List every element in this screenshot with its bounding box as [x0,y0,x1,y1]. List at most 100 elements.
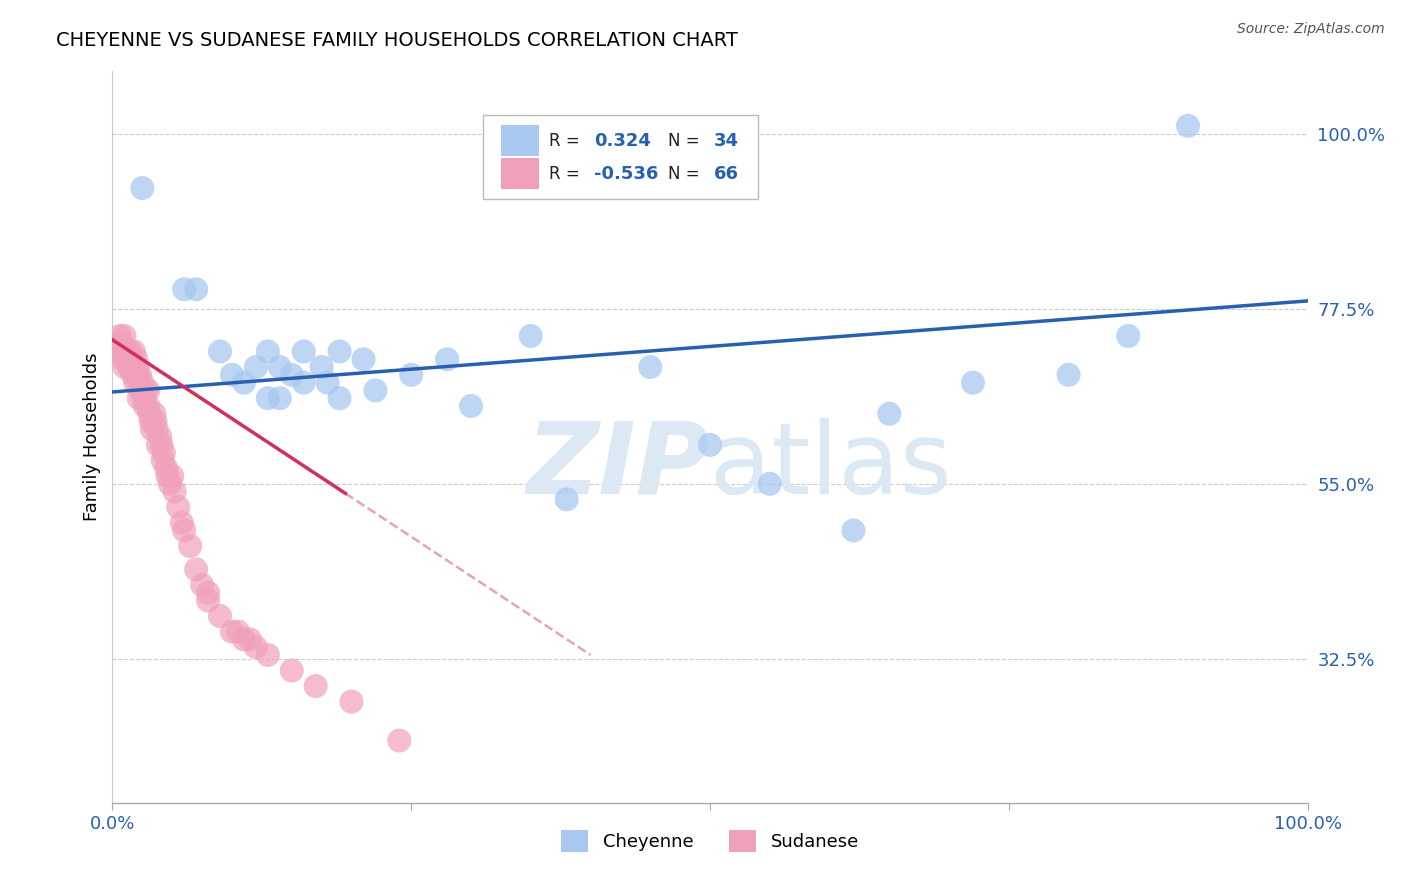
Point [111,336,134,351]
Point [269,359,291,374]
Point [114,359,135,374]
Text: R =: R = [548,165,579,183]
Point [226,624,249,639]
Point [281,368,304,382]
Point [153,445,176,459]
Point [138,384,160,398]
Text: N =: N = [668,132,700,150]
Point [281,664,304,678]
Point [152,453,174,467]
Point [138,407,160,421]
Point [139,415,162,429]
Point [257,391,280,405]
Point [520,329,543,343]
Point [163,484,186,499]
Point [233,376,256,390]
Point [173,282,195,296]
Legend: Cheyenne, Sudanese: Cheyenne, Sudanese [554,823,866,860]
FancyBboxPatch shape [501,159,538,189]
Point [170,516,193,530]
Point [117,352,139,367]
Point [121,352,143,367]
Point [245,359,267,374]
Point [146,438,169,452]
Point [122,344,145,359]
Text: ZIP: ZIP [527,417,710,515]
Point [221,368,243,382]
Point [555,492,578,507]
Point [1118,329,1140,343]
Point [138,399,160,413]
FancyBboxPatch shape [501,126,538,156]
Text: N =: N = [668,165,700,183]
Text: Source: ZipAtlas.com: Source: ZipAtlas.com [1237,22,1385,37]
Point [209,609,232,624]
Point [150,438,173,452]
Point [128,376,150,390]
Point [167,500,190,515]
FancyBboxPatch shape [484,115,758,199]
Text: R =: R = [548,132,579,150]
Point [179,539,201,553]
Point [127,359,149,374]
Point [257,344,280,359]
Point [340,695,363,709]
Point [149,430,172,444]
Point [209,344,232,359]
Point [316,376,339,390]
Y-axis label: Family Households: Family Households [83,353,101,521]
Point [842,524,865,538]
Text: 34: 34 [714,132,738,150]
Point [191,578,214,592]
Point [329,344,352,359]
Point [436,352,458,367]
Point [131,376,153,390]
Point [125,352,148,367]
Text: atlas: atlas [710,417,952,515]
Point [118,359,141,374]
Point [131,181,153,195]
Point [879,407,901,421]
Point [292,376,315,390]
Point [239,632,262,647]
Point [155,461,177,475]
Point [699,438,721,452]
Point [114,329,135,343]
Point [401,368,423,382]
Point [124,376,146,390]
Point [233,632,256,647]
Point [128,391,150,405]
Point [329,391,352,405]
Point [107,336,129,351]
Point [186,562,208,576]
Point [125,368,148,382]
Point [173,524,195,538]
Text: -0.536: -0.536 [595,165,658,183]
Point [162,469,183,483]
Point [311,359,333,374]
Point [221,624,243,639]
Point [129,368,152,382]
Point [364,384,387,398]
Point [156,469,179,483]
Point [186,282,208,296]
Point [145,422,167,436]
Point [292,344,315,359]
Point [352,352,374,367]
Text: 0.324: 0.324 [595,132,651,150]
Point [122,359,145,374]
Text: 66: 66 [714,165,738,183]
Point [257,648,280,662]
Point [197,585,219,599]
Point [269,391,291,405]
Point [132,391,155,405]
Point [245,640,267,655]
Point [112,352,135,367]
Point [121,368,143,382]
Point [129,384,152,398]
Point [640,359,662,374]
Point [159,476,181,491]
Point [197,593,219,607]
Point [120,344,142,359]
Point [388,733,411,747]
